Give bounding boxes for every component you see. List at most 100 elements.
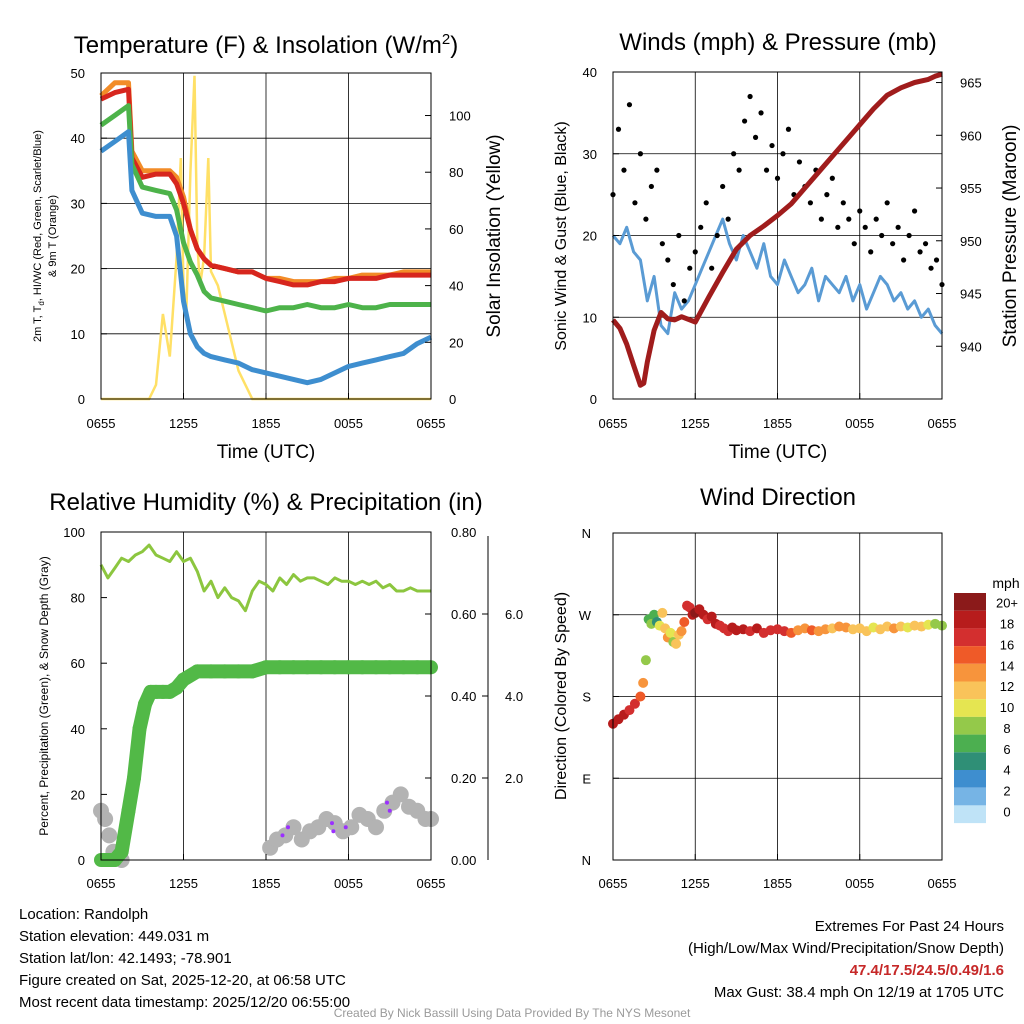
gust-point [846,216,852,222]
gust-point [720,183,726,190]
gust-point [725,216,731,222]
rh-ytick-label: 0 [78,853,85,868]
temp-title: Temperature (F) & Insolation (W/m2) [74,31,458,59]
gust-point [835,224,841,230]
wind-panel: Winds (mph) & Pressure (mb) 0655 1255 1855… [553,29,1021,463]
snow-depth-recent-point [330,821,334,826]
gust-point [736,167,742,173]
gust-point [851,241,857,247]
direction-point [635,691,646,702]
dir-xtick-label: 1855 [763,876,792,891]
wind-ylabel: Sonic Wind & Gust (Blue, Black) [553,121,570,350]
gust-point [681,298,687,304]
gust-point [928,265,934,271]
gust-point [758,110,764,116]
gust-point [922,241,929,247]
snow-depth-point [343,819,360,836]
temp-xlabel: Time (UTC) [217,442,316,463]
temp-xtick-label: 0655 [87,416,116,431]
gust-point [615,126,622,132]
gust-point [769,142,775,149]
rh-xtick-label: 0655 [417,876,446,891]
gust-point [890,241,896,247]
colorbar-swatch [954,805,986,824]
rh-axes: 0655 1255 1855 0055 06550204060801000.000.20… [63,525,523,891]
snow-depth-recent-point [387,808,392,813]
rh-xtick-label: 1855 [252,876,281,891]
colorbar-swatch [954,699,986,717]
wind-y2tick-label: 945 [960,287,982,302]
colorbar-label: 18 [1000,617,1014,632]
direction-point [665,627,676,638]
precip-line [101,660,431,867]
temp-ytick-label: 30 [71,196,85,211]
snow-depth-recent-point [286,825,290,830]
direction-point [629,698,640,709]
gust-point [703,200,709,206]
rh-ylabel: Percent, Precipitation (Green), & Snow D… [37,556,51,835]
rh-xtick-label: 0055 [334,876,363,891]
wind-y2tick-label: 965 [960,76,982,91]
colorbar-label: 2 [1003,784,1010,799]
snow-depth-point [97,811,114,827]
gust-point [626,102,633,108]
temp-series-line [99,129,433,386]
gust-point [665,257,671,263]
temp-xtick-label: 1255 [169,416,198,431]
wind-y2tick-label: 955 [960,181,982,196]
colorbar-swatch [954,752,986,770]
direction-point [671,638,682,649]
gust-point [917,249,923,255]
station-location: Location: Randolph [19,906,149,923]
dir-xtick-label: 0055 [845,876,874,891]
gust-point [780,151,786,157]
sonic-wind-line [611,217,944,336]
colorbar-label: 16 [1000,637,1014,652]
gust-point [659,241,665,247]
colorbar-swatch [954,646,986,664]
dir-xtick-label: 0655 [599,876,628,891]
gust-point [785,126,792,132]
wind-ylabel-right: Station Pressure (Maroon) [1000,125,1021,348]
rh-ytick-label: 60 [71,656,85,671]
colorbar-swatch [954,734,986,753]
direction-point [638,677,649,688]
colorbar-label: 4 [1003,763,1010,778]
snow-axis-tick-label: 6.0 [505,607,523,622]
colorbar-swatch [954,770,986,788]
direction-point [706,611,717,622]
snow-depth-recent-point [385,800,389,805]
gust-point [807,200,814,206]
rh-ytick-label: 100 [63,525,85,540]
temp-y2tick-label: 100 [449,109,471,124]
recent-timestamp: Most recent data timestamp: 2025/12/20 0… [19,994,351,1011]
temp-ylabel-line1: 2m T, Td, HI/WC (Red, Green, Scarlet/Blu… [32,130,46,342]
gust-point [763,167,770,173]
rh-xtick-label: 0655 [87,876,116,891]
rh-y2tick-label: 0.40 [451,689,476,704]
colorbar-label: 0 [1003,804,1010,819]
dir-ylabel: Direction (Colored By Speed) [553,592,570,800]
colorbar-swatch [954,663,986,682]
wind-y2tick-label: 950 [960,234,982,249]
rh-title: Relative Humidity (%) & Precipitation (i… [49,489,482,516]
gust-point [840,200,846,206]
gust-point [752,134,759,140]
gust-point [698,224,704,230]
colorbar-label: 8 [1003,721,1010,736]
wind-ytick-label: 40 [583,65,597,80]
gust-point [632,200,638,206]
temp-y2tick-label: 60 [449,222,463,237]
dir-series-group [608,600,947,729]
station-pressure-line [611,71,943,388]
extremes-info: Extremes For Past 24 Hours (High/Low/Max… [688,916,1004,1004]
speed-colorbar: 20+ 18 16 14 12 10 8 6 4 2 0 [954,593,1018,824]
gust-point [933,257,940,263]
dir-axes: 0655 1255 1855 0055 0655 N E S W N [579,526,957,891]
gust-point [676,232,682,239]
snow-depth-point [101,827,118,844]
dir-ytick-label: S [582,690,591,705]
temperature-panel: Temperature (F) & Insolation (W/m2) 0655… [32,31,505,463]
rh-y2tick-label: 0.80 [451,525,476,540]
